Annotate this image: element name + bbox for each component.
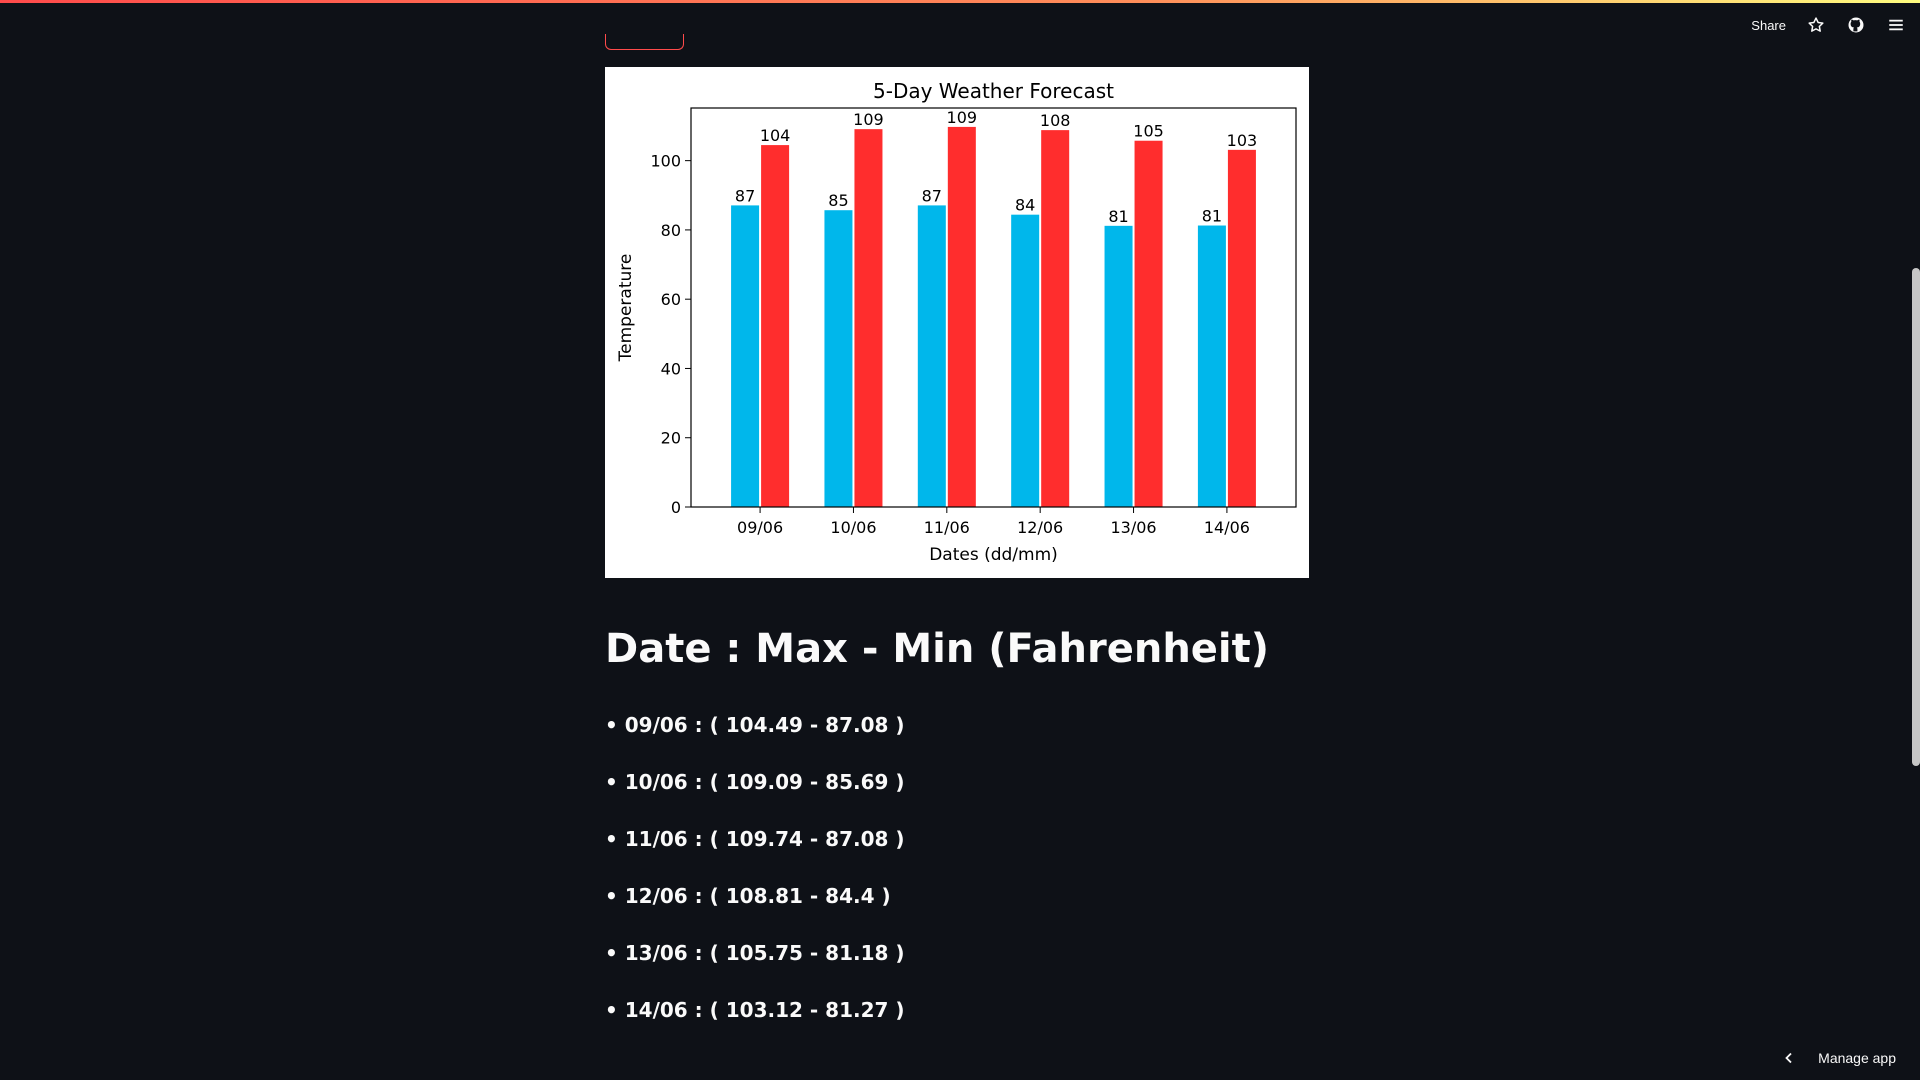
y-tick-label: 60 <box>661 290 681 309</box>
bar <box>731 205 760 508</box>
github-icon[interactable] <box>1846 15 1866 35</box>
manage-app-button[interactable]: Manage app <box>1782 1046 1896 1070</box>
data-label: 81 <box>1108 207 1128 226</box>
bar <box>1197 225 1226 507</box>
list-item: • 14/06 : ( 103.12 - 81.27 ) <box>605 998 905 1022</box>
data-label: 85 <box>828 191 848 210</box>
forecast-list: • 09/06 : ( 104.49 - 87.08 ) • 10/06 : (… <box>605 710 905 1052</box>
y-tick-label: 0 <box>671 498 681 517</box>
bar <box>1227 149 1256 507</box>
list-item: • 12/06 : ( 108.81 - 84.4 ) <box>605 884 891 908</box>
data-label: 87 <box>735 186 755 205</box>
y-tick-label: 20 <box>661 429 681 448</box>
data-label: 81 <box>1202 207 1222 226</box>
data-label: 87 <box>922 186 942 205</box>
bar <box>1011 214 1040 508</box>
bar <box>761 145 790 507</box>
y-axis-label: Temperature <box>616 254 636 363</box>
y-tick-label: 80 <box>661 221 681 240</box>
x-axis-label: Dates (dd/mm) <box>929 545 1058 565</box>
data-label: 103 <box>1227 131 1258 150</box>
x-tick-label: 14/06 <box>1204 518 1250 537</box>
bar <box>1104 225 1133 507</box>
app-toolbar: Share <box>1751 12 1906 38</box>
chevron-left-icon <box>1782 1051 1796 1065</box>
bar <box>917 205 946 508</box>
data-label: 84 <box>1015 196 1035 215</box>
list-item: • 11/06 : ( 109.74 - 87.08 ) <box>605 827 905 851</box>
plot-frame <box>690 107 1297 508</box>
bar <box>824 210 853 508</box>
list-item: • 13/06 : ( 105.75 - 81.18 ) <box>605 941 905 965</box>
bar <box>947 126 976 507</box>
x-tick-label: 12/06 <box>1017 518 1063 537</box>
hamburger-menu-icon[interactable] <box>1886 15 1906 35</box>
x-tick-label: 11/06 <box>924 518 970 537</box>
star-icon[interactable] <box>1806 15 1826 35</box>
data-label: 109 <box>853 110 884 129</box>
bar <box>1041 130 1070 508</box>
y-tick-label: 100 <box>650 152 681 171</box>
manage-app-label: Manage app <box>1818 1050 1896 1066</box>
x-tick-label: 13/06 <box>1110 518 1156 537</box>
bar <box>854 129 883 507</box>
page-scrollbar[interactable] <box>1912 268 1920 766</box>
list-item: • 10/06 : ( 109.09 - 85.69 ) <box>605 770 905 794</box>
x-tick-label: 09/06 <box>737 518 783 537</box>
data-label: 104 <box>760 126 791 145</box>
section-title: Date : Max - Min (Fahrenheit) <box>605 626 1270 672</box>
data-label: 108 <box>1040 111 1071 130</box>
partially-hidden-button[interactable] <box>605 34 684 50</box>
data-label: 105 <box>1133 122 1164 141</box>
chart-title: 5-Day Weather Forecast <box>873 79 1114 103</box>
data-label: 109 <box>947 108 978 127</box>
x-tick-label: 10/06 <box>830 518 876 537</box>
top-decoration-bar <box>0 0 1920 3</box>
y-tick-label: 40 <box>661 359 681 378</box>
forecast-chart-svg: 5-Day Weather Forecast 87 104 09/06 85 109 10/… <box>616 79 1297 565</box>
bar <box>1134 140 1163 507</box>
share-button[interactable]: Share <box>1751 17 1786 33</box>
forecast-chart: 5-Day Weather Forecast 87 104 09/06 85 109 10/… <box>605 67 1309 578</box>
list-item: • 09/06 : ( 104.49 - 87.08 ) <box>605 713 905 737</box>
